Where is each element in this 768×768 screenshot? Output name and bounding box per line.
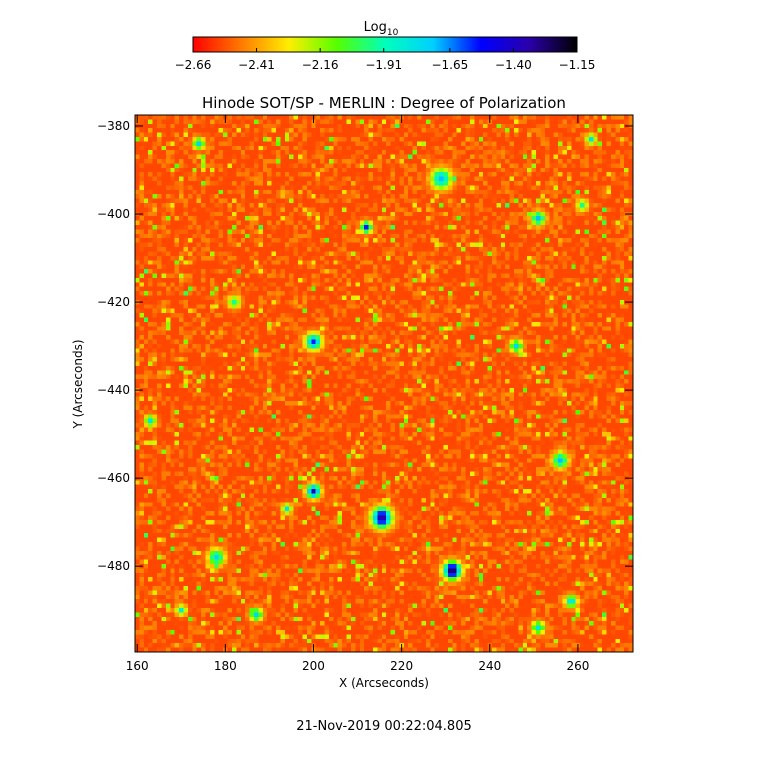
- y-tick-label: −460: [97, 471, 130, 485]
- x-tick-label: 160: [126, 659, 149, 673]
- y-tick-label: −480: [97, 559, 130, 573]
- colorbar-tick-label: −2.66: [175, 58, 212, 72]
- colorbar-tick-label: −2.41: [238, 58, 275, 72]
- y-tick-label: −380: [97, 119, 130, 133]
- colorbar-title-subscript: 10: [387, 28, 399, 38]
- heatmap-image: [135, 115, 633, 652]
- y-axis: −380 −400 −420 −440 −460 −480: [97, 119, 633, 573]
- colorbar-tick-label: −1.40: [495, 58, 532, 72]
- x-axis: 160 180 200 220 240 260: [126, 115, 589, 673]
- colorbar: Log10 −2.66 −2.41 −2.16 −1.91 −1.65 −1.40 −1.1…: [175, 20, 596, 72]
- x-axis-label: X (Arcseconds): [339, 676, 429, 690]
- colorbar-title: Log10: [364, 20, 399, 38]
- colorbar-tick-label: −2.16: [302, 58, 339, 72]
- x-tick-label: 240: [478, 659, 501, 673]
- timestamp: 21-Nov-2019 00:22:04.805: [296, 719, 472, 734]
- plot-frame: [134, 114, 634, 653]
- y-axis-label: Y (Arcseconds): [71, 339, 85, 429]
- colorbar-tick-label: −1.91: [365, 58, 402, 72]
- chart-title: Hinode SOT/SP - MERLIN : Degree of Polar…: [202, 94, 566, 112]
- y-tick-label: −440: [97, 383, 130, 397]
- y-tick-label: −420: [97, 295, 130, 309]
- colorbar-gradient: [192, 36, 578, 53]
- x-tick-label: 180: [214, 659, 237, 673]
- colorbar-title-base: Log: [364, 20, 387, 35]
- x-tick-label: 260: [566, 659, 589, 673]
- plot-area: 160 180 200 220 240 260 −380−400−420−440−460−…: [97, 114, 634, 673]
- x-tick-label: 220: [390, 659, 413, 673]
- colorbar-tick-label: −1.65: [431, 58, 468, 72]
- colorbar-ticks: −2.66 −2.41 −2.16 −1.91 −1.65 −1.40 −1.15: [175, 48, 596, 72]
- x-tick-label: 200: [302, 659, 325, 673]
- y-tick-label: −400: [97, 207, 130, 221]
- colorbar-tick-label: −1.15: [559, 58, 596, 72]
